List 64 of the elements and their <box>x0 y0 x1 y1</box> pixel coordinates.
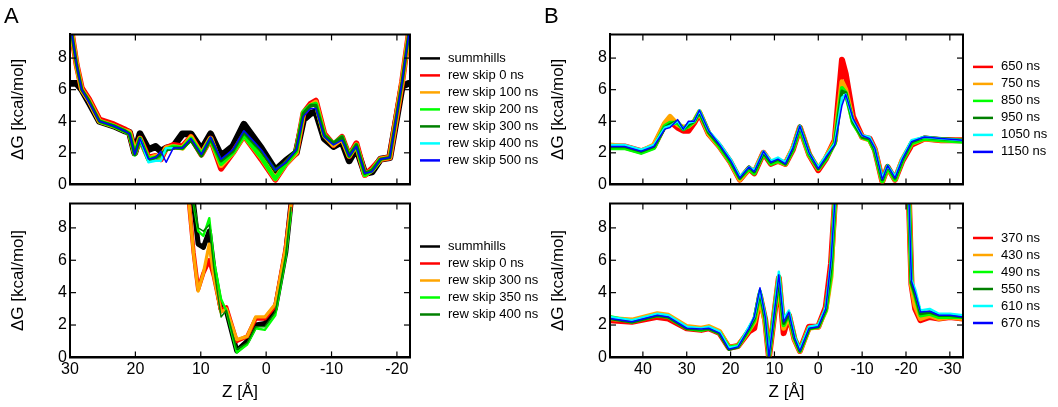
legend-label: rew skip 350 ns <box>448 289 539 305</box>
legend-label: rew skip 0 ns <box>448 255 525 271</box>
y-tick-label: 2 <box>598 315 608 333</box>
y-tick-label: 0 <box>598 174 608 192</box>
legend-label: 1150 ns <box>1001 143 1047 159</box>
x-tick-label: -20 <box>385 360 409 378</box>
chart-title: A <box>4 3 19 29</box>
x-tick-label: -30 <box>938 360 962 378</box>
x-tick-label: 20 <box>721 360 740 378</box>
legend-label: rew skip 300 ns <box>448 117 539 133</box>
legend-label: 370 ns <box>1001 229 1041 245</box>
x-tick-label: -20 <box>894 360 918 378</box>
legend-label: 1050 ns <box>1001 126 1048 142</box>
y-axis-title: ΔG [kcal/mol] <box>7 229 27 332</box>
y-tick-label: 8 <box>58 218 68 236</box>
y-tick-label: 6 <box>58 80 68 98</box>
x-axis-title: Z [Å] <box>768 382 805 402</box>
legend-label: 490 ns <box>1001 263 1041 279</box>
x-tick-label: 10 <box>765 360 784 378</box>
x-tick-label: 30 <box>677 360 696 378</box>
x-tick-label: 20 <box>126 360 145 378</box>
y-axis-title: ΔG [kcal/mol] <box>547 58 567 160</box>
legend-label: 430 ns <box>1001 246 1041 262</box>
legend-label: rew skip 100 ns <box>448 83 539 99</box>
legend-label: rew skip 400 ns <box>448 306 539 322</box>
legend-label: rew skip 400 ns <box>448 134 539 150</box>
chart-title: B <box>544 3 559 29</box>
y-tick-label: 6 <box>598 80 608 98</box>
legend-label: 850 ns <box>1001 92 1041 108</box>
x-axis-title: Z [Å] <box>222 382 258 402</box>
x-tick-label: 0 <box>261 360 271 378</box>
legend-label: 750 ns <box>1001 75 1041 91</box>
y-tick-label: 2 <box>58 143 68 161</box>
legend-label: 550 ns <box>1001 280 1041 296</box>
y-axis-title: ΔG [kcal/mol] <box>547 229 567 332</box>
x-tick-label: 0 <box>813 360 823 378</box>
x-tick-label: -10 <box>850 360 874 378</box>
legend-label: summhills <box>448 49 507 65</box>
y-tick-label: 4 <box>58 111 68 129</box>
y-tick-label: 0 <box>58 174 68 192</box>
y-tick-label: 2 <box>58 315 68 333</box>
y-tick-label: 0 <box>598 347 608 365</box>
legend-label: summhills <box>448 238 507 254</box>
legend-label: 670 ns <box>1001 314 1041 330</box>
y-tick-label: 8 <box>58 48 68 66</box>
y-tick-label: 4 <box>58 283 68 301</box>
y-axis-title: ΔG [kcal/mol] <box>7 58 27 160</box>
legend-label: 610 ns <box>1001 297 1041 313</box>
y-tick-label: 8 <box>598 218 608 236</box>
legend-label: 650 ns <box>1001 58 1041 74</box>
y-tick-label: 6 <box>58 250 68 268</box>
legend-label: rew skip 0 ns <box>448 66 525 82</box>
y-tick-label: 4 <box>598 111 608 129</box>
y-tick-label: 8 <box>598 48 608 66</box>
legend-label: rew skip 300 ns <box>448 272 539 288</box>
x-tick-label: 10 <box>191 360 210 378</box>
x-tick-label: -10 <box>319 360 344 378</box>
legend-label: 950 ns <box>1001 109 1041 125</box>
y-tick-label: 2 <box>598 143 608 161</box>
legend-label: rew skip 500 ns <box>448 151 539 167</box>
y-tick-label: 6 <box>598 250 608 268</box>
legend-label: rew skip 200 ns <box>448 100 539 116</box>
y-tick-label: 4 <box>598 283 608 301</box>
x-tick-label: 40 <box>633 360 652 378</box>
